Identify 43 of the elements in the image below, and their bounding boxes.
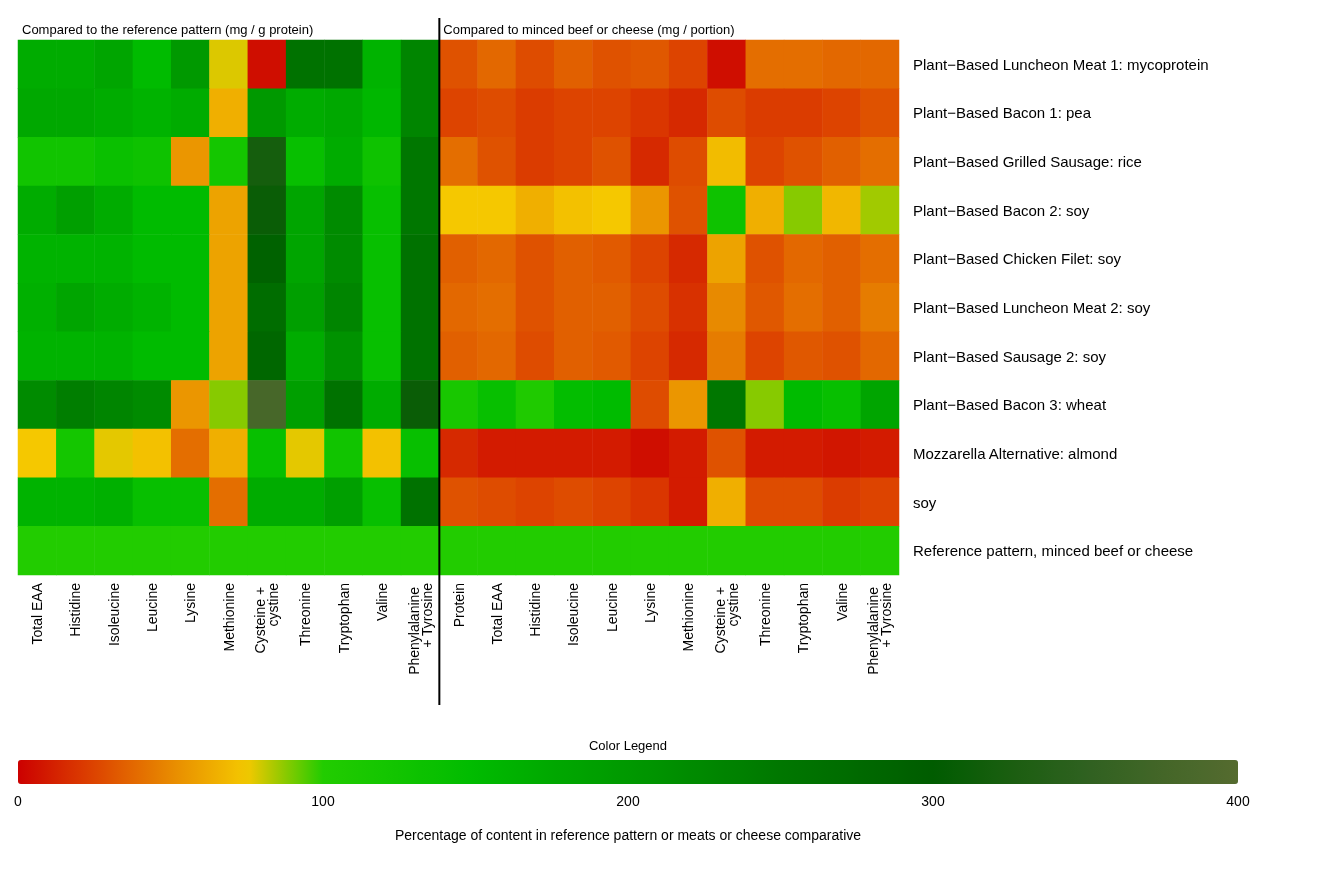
x-tick-label: Methionine [680, 582, 697, 652]
x-tick-label: Phenylalanine + Tyrosine [865, 582, 895, 675]
legend-title: Color Legend [588, 738, 668, 753]
y-tick-label: Plant−Based Bacon 2: soy [913, 201, 1090, 219]
y-tick-label: Plant−Based Grilled Sausage: rice [913, 153, 1142, 171]
text: Compared to minced beef or cheese (mg / portion) [443, 22, 735, 37]
y-tick-label: Mozzarella Alternative: almond [913, 444, 1118, 462]
x-tick-label: Histidine [527, 582, 544, 637]
x-tick-label: Lysine [182, 582, 199, 623]
color-bar-label: 300 [921, 793, 945, 809]
x-tick-label: Phenylalanine + Tyrosine [405, 582, 435, 675]
color-bar-label: 200 [616, 793, 640, 809]
x-tick-label: Tryptophan [795, 583, 812, 654]
y-tick-label: Plant−Based Bacon 3: wheat [913, 396, 1107, 414]
color-bar-title: Percentage of content in reference pattern or meats or cheese comparative [394, 827, 862, 843]
x-tick-label: Valine [373, 582, 390, 621]
y-tick-label: Plant−Based Luncheon Meat 2: soy [913, 299, 1151, 316]
color-bar-label: 0 [14, 793, 23, 809]
x-tick-label: Isoleucine [565, 582, 582, 647]
x-tick-label: Threonine [756, 582, 773, 647]
x-tick-label: Total EAA [488, 582, 505, 645]
x-tick-label: Protein [450, 583, 467, 628]
x-tick-label: Threonine [297, 582, 314, 647]
y-tick-label: Plant−Based Chicken Filet: soy [913, 250, 1122, 268]
x-tick-label: Isoleucine [105, 582, 122, 647]
x-tick-label: Cysteine + cystine [252, 582, 282, 654]
color-bar-label: 400 [1226, 793, 1250, 809]
text: Compared to the reference pattern (mg / g protein) [22, 22, 314, 37]
x-tick-label: Histidine [67, 582, 84, 637]
y-tick-label: Reference pattern, minced beef or cheese [913, 542, 1194, 560]
color-bar-label: 100 [311, 793, 335, 809]
x-tick-label: Total EAA [29, 582, 46, 645]
y-tick-label: Plant−Based Bacon 1: pea [913, 104, 1092, 122]
x-tick-label: Tryptophan [335, 583, 352, 654]
x-tick-label: Valine [833, 582, 850, 621]
x-tick-label: Lysine [642, 582, 659, 623]
x-tick-label: Leucine [144, 582, 161, 633]
x-tick-label: Cysteine + cystine [712, 582, 742, 654]
x-tick-label: Methionine [220, 582, 237, 652]
y-tick-label: Plant−Based Sausage 2: soy [913, 347, 1107, 365]
y-tick-label: Plant−Based Luncheon Meat 1: mycoprotein [913, 55, 1209, 73]
y-tick-label: soy [913, 493, 937, 511]
x-tick-label: Leucine [603, 582, 620, 633]
